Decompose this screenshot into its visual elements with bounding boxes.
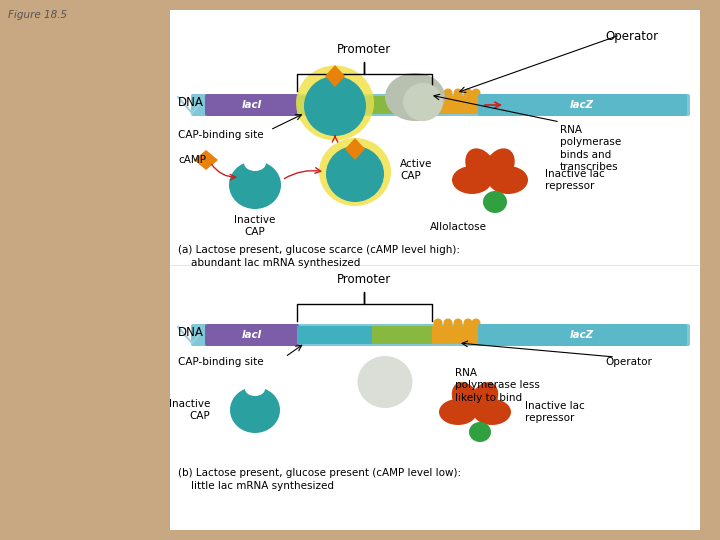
FancyBboxPatch shape [297, 96, 372, 114]
FancyBboxPatch shape [478, 324, 687, 346]
Ellipse shape [465, 148, 497, 186]
FancyBboxPatch shape [478, 94, 687, 116]
Polygon shape [325, 65, 345, 87]
Ellipse shape [433, 89, 443, 98]
Ellipse shape [403, 83, 443, 121]
Text: Operator: Operator [605, 357, 652, 367]
Text: cAMP: cAMP [178, 155, 206, 165]
Ellipse shape [454, 319, 462, 327]
Ellipse shape [229, 161, 281, 209]
Text: CAP-binding site: CAP-binding site [178, 357, 264, 367]
Ellipse shape [444, 89, 452, 98]
FancyBboxPatch shape [432, 96, 480, 114]
Ellipse shape [358, 356, 413, 408]
Ellipse shape [473, 399, 511, 425]
Text: RNA
polymerase
binds and
transcribes: RNA polymerase binds and transcribes [560, 125, 621, 172]
Ellipse shape [469, 382, 498, 417]
Ellipse shape [296, 65, 374, 140]
Ellipse shape [245, 382, 265, 396]
FancyBboxPatch shape [432, 326, 480, 344]
Text: lacI: lacI [242, 100, 262, 110]
Text: Figure 18.5: Figure 18.5 [8, 10, 67, 20]
Text: Promoter: Promoter [337, 43, 391, 56]
FancyBboxPatch shape [205, 324, 299, 346]
Text: Active
CAP: Active CAP [400, 159, 433, 181]
Text: (a) Lactose present, glucose scarce (cAMP level high):
    abundant lac mRNA syn: (a) Lactose present, glucose scarce (cAM… [178, 245, 460, 268]
FancyBboxPatch shape [191, 94, 690, 116]
Text: Inactive lac
repressor: Inactive lac repressor [525, 401, 585, 423]
Text: Inactive
CAP: Inactive CAP [234, 215, 276, 238]
Ellipse shape [464, 319, 472, 327]
Ellipse shape [230, 387, 280, 433]
Polygon shape [345, 138, 365, 160]
Text: DNA: DNA [178, 97, 204, 110]
Polygon shape [194, 150, 218, 170]
Ellipse shape [319, 138, 391, 206]
FancyBboxPatch shape [191, 324, 690, 346]
Ellipse shape [472, 89, 480, 98]
Ellipse shape [483, 191, 507, 213]
FancyBboxPatch shape [297, 326, 372, 344]
Text: Allolactose: Allolactose [430, 222, 487, 232]
Text: Inactive
CAP: Inactive CAP [168, 399, 210, 421]
Text: lacZ: lacZ [570, 100, 594, 110]
Ellipse shape [433, 319, 443, 327]
FancyBboxPatch shape [205, 94, 299, 116]
Text: Operator: Operator [605, 30, 658, 43]
Ellipse shape [464, 89, 472, 98]
Text: CAP-binding site: CAP-binding site [178, 130, 264, 140]
Ellipse shape [451, 382, 481, 417]
Text: Promoter: Promoter [337, 273, 391, 286]
Ellipse shape [304, 76, 366, 136]
Text: (b) Lactose present, glucose present (cAMP level low):
    little lac mRNA synth: (b) Lactose present, glucose present (cA… [178, 468, 461, 491]
Text: lacI: lacI [242, 330, 262, 340]
Ellipse shape [488, 166, 528, 194]
Ellipse shape [385, 73, 445, 121]
Ellipse shape [483, 148, 515, 186]
Text: Inactive lac
repressor: Inactive lac repressor [545, 169, 605, 191]
Text: RNA
polymerase less
likely to bind: RNA polymerase less likely to bind [455, 368, 540, 403]
Ellipse shape [444, 319, 452, 327]
Ellipse shape [469, 422, 491, 442]
FancyBboxPatch shape [372, 326, 432, 344]
Ellipse shape [452, 166, 492, 194]
Ellipse shape [326, 146, 384, 202]
FancyBboxPatch shape [372, 96, 432, 114]
Ellipse shape [472, 319, 480, 327]
Ellipse shape [454, 89, 462, 98]
Ellipse shape [439, 399, 477, 425]
FancyBboxPatch shape [170, 10, 700, 530]
Text: lacZ: lacZ [570, 330, 594, 340]
Text: DNA: DNA [178, 327, 204, 340]
Ellipse shape [244, 155, 266, 171]
